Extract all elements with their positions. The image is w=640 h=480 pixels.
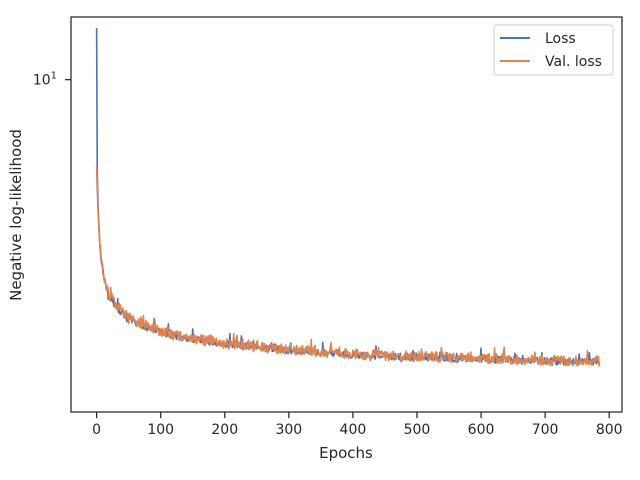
x-tick-label: 600 [468,422,495,438]
x-tick-label: 500 [404,422,431,438]
x-tick-label: 400 [340,422,367,438]
plot-frame [70,16,623,413]
x-axis: 0 100 200 300 400 500 600 700 800 [92,412,623,438]
x-tick-label: 700 [532,422,559,438]
legend: Loss Val. loss [493,24,614,76]
series-layer [95,28,601,367]
legend-label-val-loss: Val. loss [545,54,602,70]
series-line-1 [95,166,601,367]
x-axis-label: Epochs [319,444,373,462]
x-tick-label: 800 [596,422,623,438]
y-axis-label: Negative log-likelihood [7,129,25,301]
x-tick-label: 300 [275,422,302,438]
y-tick-label: 101 [33,71,57,89]
legend-label-loss: Loss [545,31,576,47]
x-tick-label: 200 [211,422,238,438]
x-tick-label: 0 [92,422,101,438]
plot-background [71,17,622,412]
x-tick-label: 100 [147,422,174,438]
y-axis: 101 [33,71,71,89]
